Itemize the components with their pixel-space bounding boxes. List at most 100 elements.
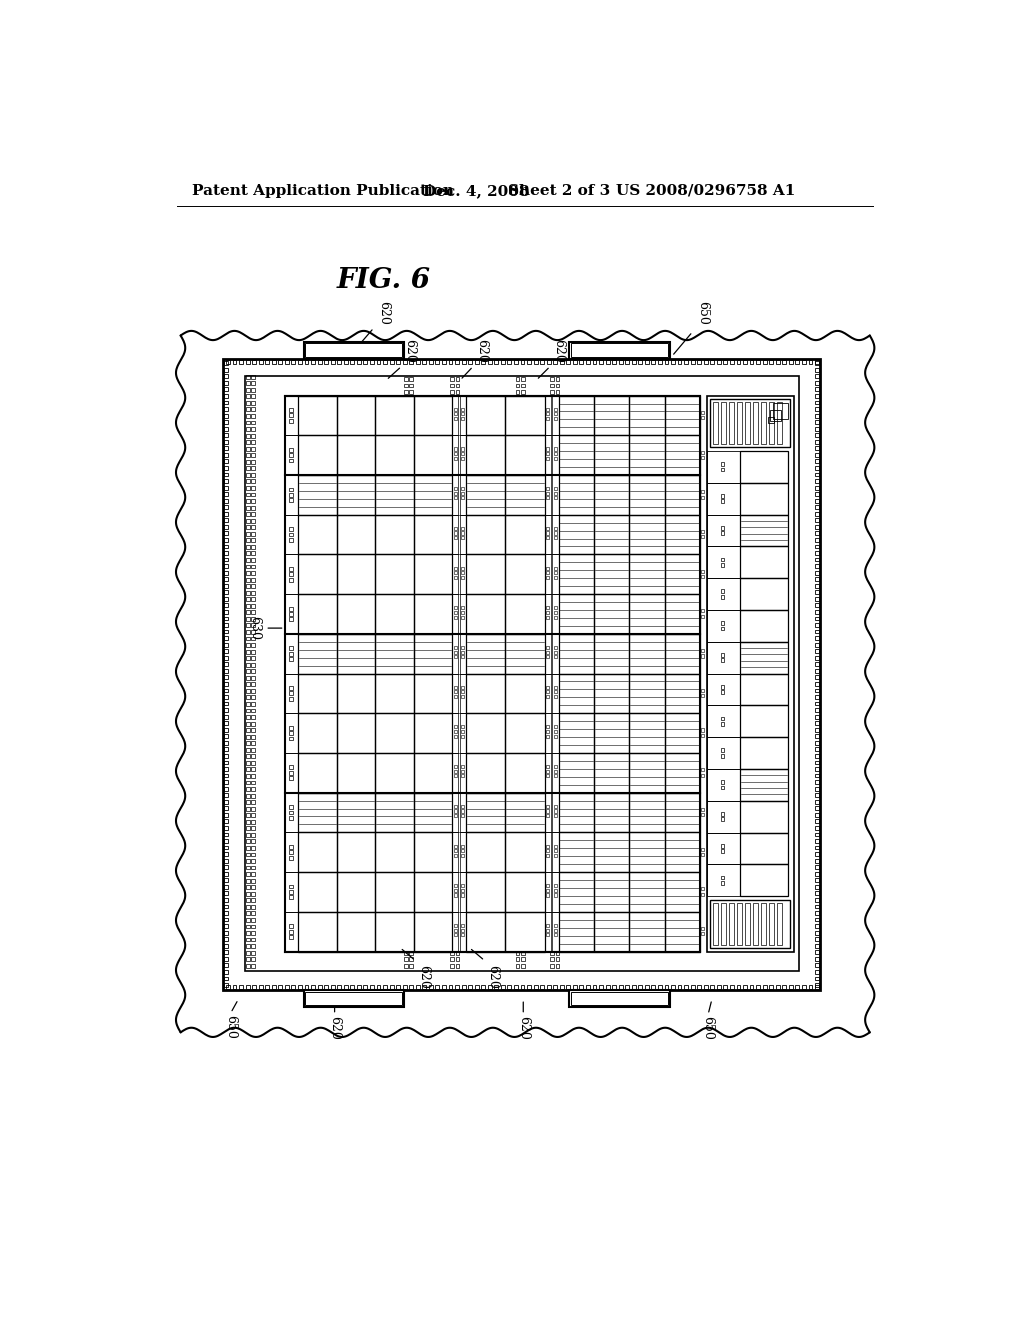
Bar (224, 807, 228, 810)
Bar (429, 985, 433, 989)
Bar (246, 813, 250, 817)
Bar (246, 931, 250, 935)
Bar (466, 515, 506, 554)
Bar (246, 859, 250, 863)
Bar (461, 532, 464, 535)
Bar (453, 515, 459, 554)
Bar (554, 894, 557, 896)
Text: 650: 650 (695, 301, 709, 325)
Bar (246, 866, 250, 870)
Bar (658, 360, 662, 363)
Bar (554, 576, 557, 579)
Bar (246, 421, 250, 425)
Bar (357, 360, 360, 363)
Bar (246, 689, 250, 693)
Bar (552, 912, 558, 952)
Bar (707, 673, 740, 705)
Bar (451, 391, 454, 395)
Bar (547, 845, 550, 847)
Bar (246, 545, 250, 549)
Bar (224, 846, 228, 850)
Bar (224, 944, 228, 948)
Bar (252, 985, 256, 989)
Bar (252, 866, 255, 870)
Bar (285, 912, 298, 952)
Bar (454, 933, 457, 936)
Bar (289, 935, 293, 939)
Bar (521, 378, 525, 381)
Bar (707, 865, 740, 896)
Bar (285, 396, 298, 436)
Bar (232, 360, 237, 363)
Bar (224, 676, 228, 680)
Bar (461, 655, 464, 659)
Bar (515, 391, 519, 395)
Bar (713, 903, 718, 945)
Bar (246, 441, 250, 444)
Bar (815, 714, 818, 718)
Bar (224, 395, 228, 397)
Bar (721, 627, 724, 631)
Bar (252, 401, 255, 405)
Bar (453, 713, 459, 752)
Bar (289, 731, 293, 735)
Bar (815, 564, 818, 568)
Bar (224, 643, 228, 647)
Bar (547, 645, 550, 649)
Bar (560, 360, 563, 363)
Bar (461, 845, 464, 847)
Bar (566, 360, 570, 363)
Bar (481, 360, 485, 363)
Bar (252, 931, 255, 935)
Bar (375, 833, 414, 873)
Bar (554, 417, 557, 420)
Bar (815, 413, 818, 417)
Bar (298, 792, 337, 833)
Bar (224, 964, 228, 968)
Bar (707, 451, 740, 483)
Bar (815, 937, 818, 941)
Bar (224, 564, 228, 568)
Bar (252, 755, 255, 758)
Bar (451, 957, 454, 961)
Bar (815, 727, 818, 731)
Bar (456, 957, 460, 961)
Bar (246, 735, 250, 739)
Bar (246, 636, 250, 640)
Bar (375, 396, 414, 436)
Bar (554, 611, 557, 614)
Bar (554, 814, 557, 817)
Bar (707, 610, 740, 642)
Bar (246, 532, 250, 536)
Bar (701, 610, 705, 612)
Bar (289, 573, 293, 576)
Bar (252, 780, 255, 784)
Bar (285, 475, 298, 515)
Bar (815, 492, 818, 496)
Bar (414, 912, 453, 952)
Bar (556, 384, 559, 388)
Bar (556, 391, 559, 395)
Bar (337, 985, 341, 989)
Bar (558, 713, 594, 752)
Bar (350, 985, 354, 989)
Bar (777, 903, 782, 945)
Bar (701, 847, 705, 850)
Bar (304, 985, 308, 989)
Bar (763, 360, 767, 363)
Bar (461, 606, 464, 610)
Bar (224, 388, 228, 391)
Bar (815, 884, 818, 888)
Bar (252, 853, 255, 857)
Bar (707, 396, 795, 952)
Bar (703, 360, 708, 363)
Bar (815, 486, 818, 490)
Bar (224, 924, 228, 928)
Text: 620: 620 (403, 338, 416, 363)
Bar (815, 420, 818, 424)
Bar (815, 721, 818, 725)
Bar (396, 985, 400, 989)
Bar (224, 473, 228, 477)
Text: Patent Application Publication: Patent Application Publication (193, 183, 455, 198)
Bar (730, 985, 734, 989)
